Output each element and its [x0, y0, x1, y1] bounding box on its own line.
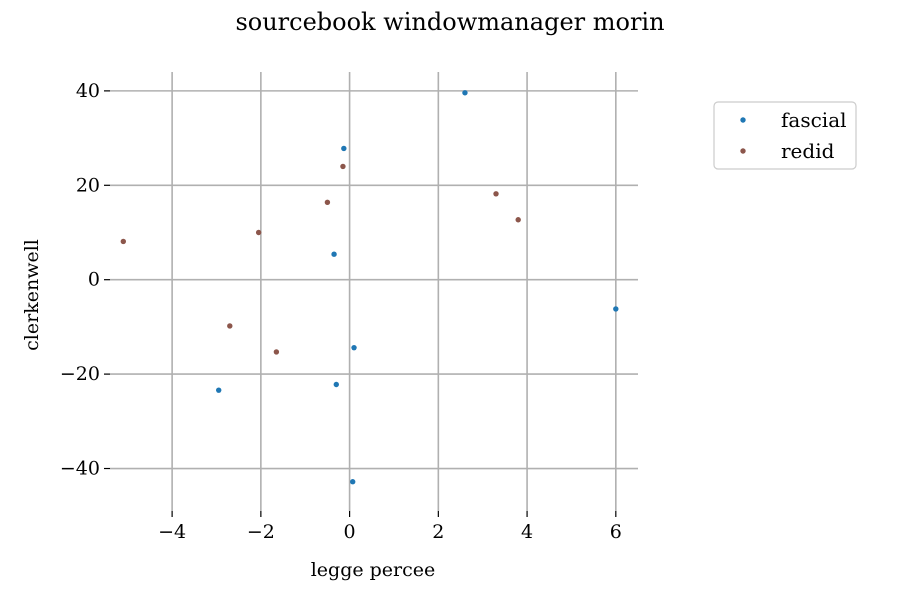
point-fascial: [341, 145, 347, 152]
plot-points: [120, 90, 619, 485]
y-tick-label: −40: [60, 458, 100, 480]
point-redid: [227, 323, 233, 329]
y-tick-label: 20: [76, 174, 100, 196]
point-redid: [515, 217, 521, 223]
x-tick-label: 0: [344, 521, 356, 543]
point-fascial: [331, 251, 337, 257]
y-tick-label: 40: [76, 80, 100, 102]
chart-title: sourcebook windowmanager morin: [235, 8, 664, 36]
y-tick-label: 0: [88, 269, 100, 291]
x-tick-label: 4: [521, 521, 533, 543]
x-tick-label: −2: [247, 521, 275, 543]
legend: fascial redid: [713, 101, 857, 170]
legend-label-fascial: fascial: [781, 108, 847, 132]
x-axis-label: legge percee: [311, 559, 436, 581]
grid: [110, 72, 638, 511]
legend-marker-fascial: [740, 117, 746, 123]
x-tick-label: −4: [158, 521, 186, 543]
legend-label-redid: redid: [781, 139, 835, 163]
y-axis: −40 −20 0 20 40: [60, 80, 110, 480]
x-axis: −4 −2 0 2 4 6: [158, 511, 622, 543]
point-fascial: [333, 381, 339, 388]
point-fascial: [216, 387, 222, 393]
y-axis-label: clerkenwell: [21, 239, 43, 351]
point-redid: [255, 229, 262, 236]
point-redid: [120, 238, 127, 245]
legend-frame: [713, 101, 857, 170]
point-redid: [324, 199, 331, 205]
point-redid: [273, 349, 280, 355]
point-fascial: [350, 479, 356, 485]
y-tick-label: −20: [60, 363, 100, 385]
point-fascial: [613, 306, 619, 312]
point-redid: [493, 191, 499, 197]
point-redid: [340, 163, 346, 170]
legend-marker-redid: [740, 148, 746, 154]
point-fascial: [462, 90, 468, 96]
x-tick-label: 6: [610, 521, 622, 543]
point-fascial: [351, 344, 357, 351]
x-tick-label: 2: [432, 521, 444, 543]
